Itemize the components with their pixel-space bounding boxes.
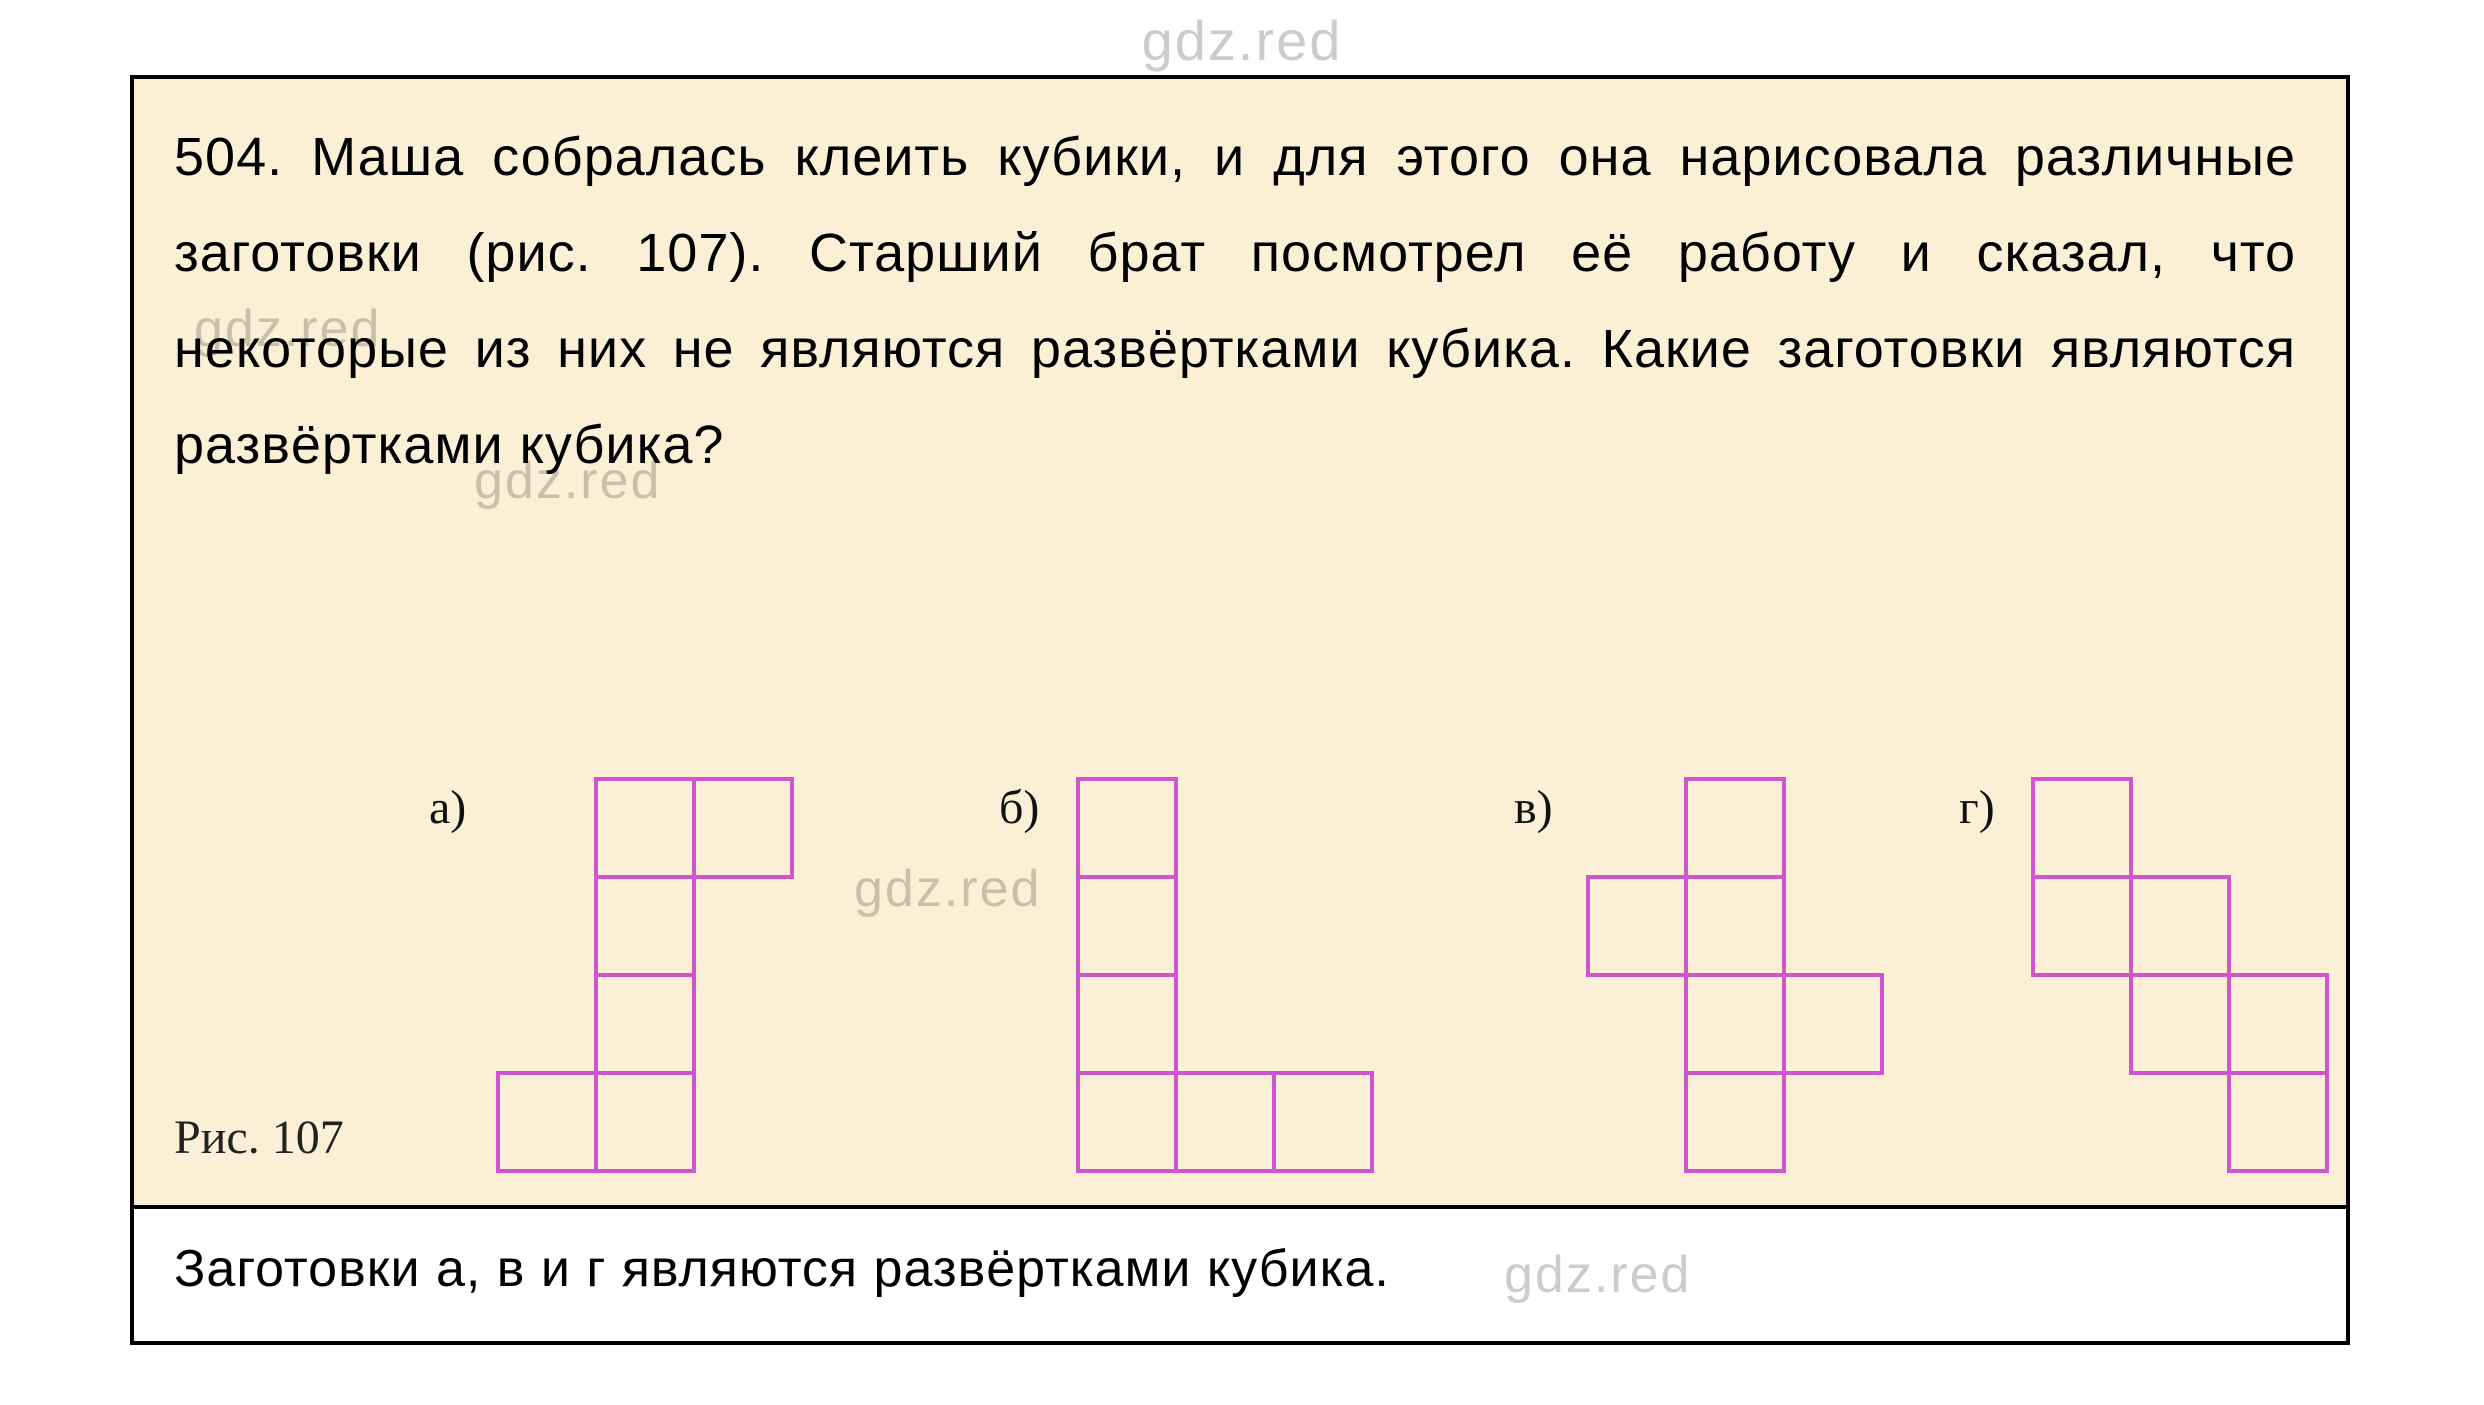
cube-net-a (494, 775, 796, 1175)
answer-panel: gdz.red Заготовки а, в и г являются разв… (134, 1211, 2346, 1341)
figure-label-c: в) (1514, 780, 1553, 835)
figure-label-a: а) (429, 780, 466, 835)
watermark-top: gdz.red (1142, 8, 1343, 73)
figure-caption: Рис. 107 (174, 1110, 344, 1165)
content-frame: gdz.red gdz.red gdz.red 504. Маша собрал… (130, 75, 2350, 1345)
question-text: 504. Маша собралась клеить кубики, и для… (174, 109, 2296, 493)
figure-area: а) б) в) г) Рис. 107 (134, 735, 2346, 1205)
question-number: 504. (174, 127, 283, 187)
question-panel: gdz.red gdz.red gdz.red 504. Маша собрал… (134, 79, 2346, 1209)
question-body: Маша собралась клеить кубики, и для этог… (174, 127, 2296, 475)
cube-net-c (1584, 775, 1886, 1175)
figure-label-b: б) (999, 780, 1039, 835)
page-root: gdz.red gdz.red gdz.red gdz.red 504. Маш… (0, 0, 2484, 1405)
cube-net-b (1074, 775, 1376, 1175)
figure-label-d: г) (1959, 780, 1995, 835)
cube-net-d (2029, 775, 2331, 1175)
answer-text: Заготовки а, в и г являются развёртками … (174, 1239, 2306, 1299)
